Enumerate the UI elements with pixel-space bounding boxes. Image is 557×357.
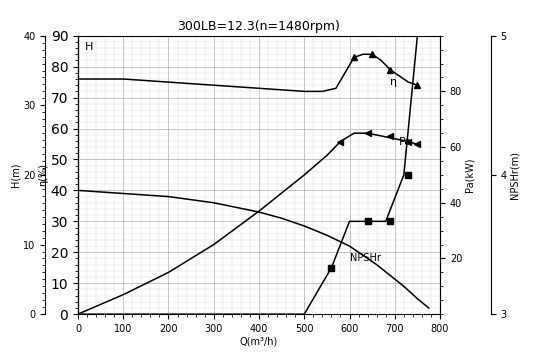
X-axis label: Q(m³/h): Q(m³/h) xyxy=(240,337,278,347)
Text: NPSHr: NPSHr xyxy=(350,253,380,263)
Text: η: η xyxy=(390,77,397,87)
Text: Pa: Pa xyxy=(399,136,412,146)
Text: H: H xyxy=(85,42,93,52)
Title: 300LB=12.3(n=1480rpm): 300LB=12.3(n=1480rpm) xyxy=(178,20,340,33)
Y-axis label: H(m): H(m) xyxy=(11,163,21,187)
Y-axis label: Pa(kW): Pa(kW) xyxy=(465,158,475,192)
Y-axis label: η(%): η(%) xyxy=(38,164,48,186)
Y-axis label: NPSHr(m): NPSHr(m) xyxy=(510,151,520,199)
